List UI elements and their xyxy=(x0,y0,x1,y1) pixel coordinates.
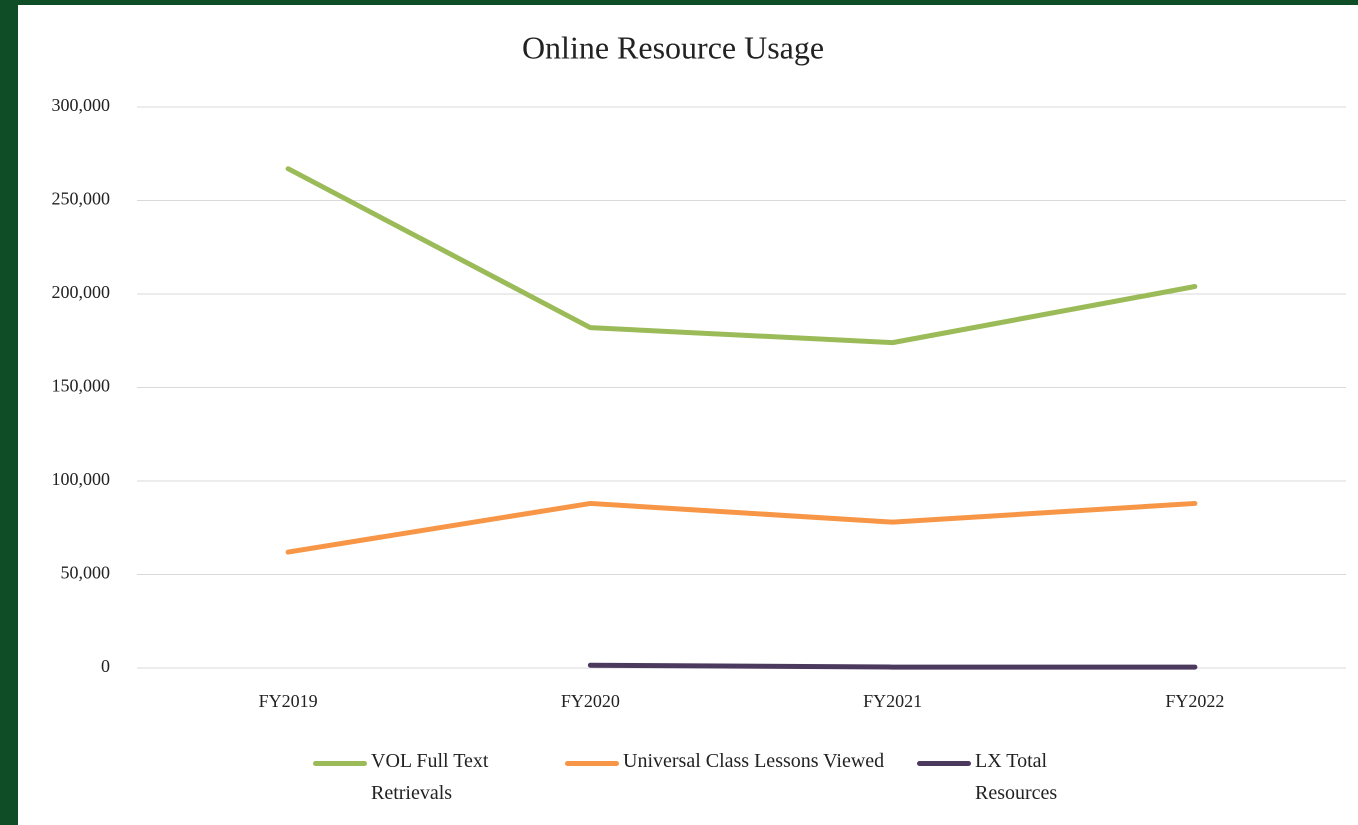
y-tick-label: 0 xyxy=(101,656,110,676)
legend: VOL Full Text Retrievals Universal Class … xyxy=(18,745,1358,815)
legend-label: VOL Full Text Retrievals xyxy=(371,750,489,804)
x-tick-label: FY2020 xyxy=(561,691,620,711)
y-tick-label: 200,000 xyxy=(52,282,111,302)
y-tick-label: 50,000 xyxy=(61,563,111,583)
legend-item: LX Total Resources xyxy=(917,745,1075,809)
series-line xyxy=(285,166,1198,346)
legend-swatch xyxy=(313,761,367,766)
x-tick-label: FY2022 xyxy=(1165,691,1224,711)
x-tick-label: FY2021 xyxy=(863,691,922,711)
legend-item: Universal Class Lessons Viewed xyxy=(565,745,888,777)
legend-swatch xyxy=(917,761,971,766)
chart-title: Online Resource Usage xyxy=(522,29,824,65)
legend-swatch xyxy=(565,761,619,766)
chart-panel: Online Resource Usage 0 50,000 100,000 150,… xyxy=(18,5,1358,825)
chart: Online Resource Usage 0 50,000 100,000 150,… xyxy=(52,29,1346,711)
legend-label: Universal Class Lessons Viewed xyxy=(623,750,885,772)
y-tick-label: 250,000 xyxy=(52,189,111,209)
series-line xyxy=(587,662,1198,670)
legend-label: LX Total Resources xyxy=(975,750,1058,804)
y-tick-label: 150,000 xyxy=(52,376,111,396)
x-tick-label: FY2019 xyxy=(259,691,318,711)
y-tick-label: 300,000 xyxy=(52,95,111,115)
y-tick-label: 100,000 xyxy=(52,469,111,489)
legend-item: VOL Full Text Retrievals xyxy=(313,745,531,809)
series-line xyxy=(285,500,1198,555)
